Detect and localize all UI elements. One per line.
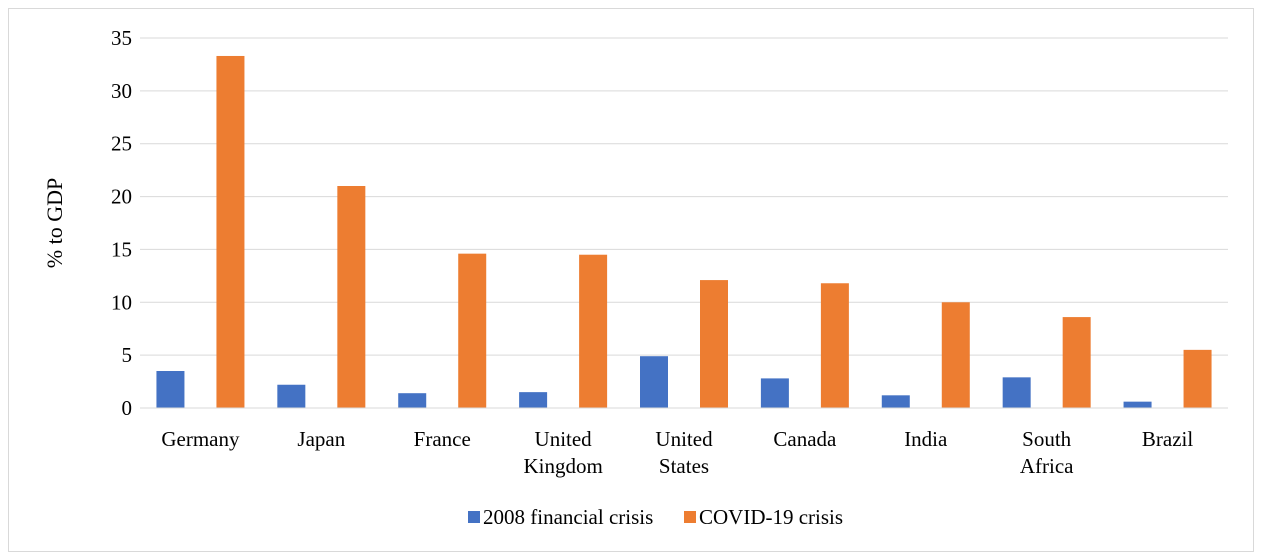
legend-swatch: [468, 511, 480, 523]
bar-covid-19-7: [1062, 317, 1091, 408]
bar-financial-crisis-2008-3: [519, 392, 548, 408]
y-tick-label: 20: [111, 185, 132, 209]
bar-covid-19-5: [820, 283, 849, 408]
y-tick-label: 10: [111, 290, 132, 314]
bar-covid-19-2: [458, 253, 487, 408]
y-axis-ticks: 0 5 10 15 20 25 30 35: [111, 26, 132, 420]
bar-financial-crisis-2008-6: [881, 395, 910, 408]
x-category-label: Japan: [297, 427, 345, 451]
x-category-label: South: [1022, 427, 1072, 451]
bar-financial-crisis-2008-2: [398, 393, 427, 408]
x-category-label: Brazil: [1142, 427, 1193, 451]
bar-financial-crisis-2008-7: [1002, 377, 1031, 408]
legend: 2008 financial crisis COVID-19 crisis: [468, 505, 843, 529]
bar-financial-crisis-2008-1: [277, 384, 306, 408]
x-category-label: Kingdom: [523, 454, 602, 478]
y-tick-label: 15: [111, 237, 132, 261]
y-axis-label: % to GDP: [42, 178, 67, 268]
x-category-label: France: [414, 427, 471, 451]
legend-label: 2008 financial crisis: [483, 505, 653, 529]
bar-covid-19-0: [216, 55, 245, 408]
y-tick-label: 30: [111, 79, 132, 103]
bar-financial-crisis-2008-5: [760, 378, 789, 408]
bar-financial-crisis-2008-8: [1123, 401, 1152, 408]
bar-covid-19-1: [337, 186, 366, 408]
bar-covid-19-3: [579, 254, 608, 408]
x-category-label: India: [904, 427, 948, 451]
bar-covid-19-6: [941, 302, 970, 408]
x-category-label: Africa: [1020, 454, 1074, 478]
x-axis-categories: Germany Japan France United Kingdom United Sta…: [161, 427, 1193, 478]
legend-swatch: [684, 511, 696, 523]
y-tick-label: 35: [111, 26, 132, 50]
bar-covid-19-4: [700, 280, 728, 408]
y-tick-label: 5: [122, 343, 133, 367]
y-tick-label: 25: [111, 132, 132, 156]
legend-label: COVID-19 crisis: [699, 505, 843, 529]
x-category-label: Germany: [161, 427, 240, 451]
x-category-label: United: [655, 427, 713, 451]
bars: [156, 55, 1212, 408]
gridlines: [140, 37, 1228, 356]
x-category-label: Canada: [773, 427, 837, 451]
x-category-label: United: [535, 427, 593, 451]
y-tick-label: 0: [122, 396, 133, 420]
chart-frame: [8, 8, 1254, 552]
bar-financial-crisis-2008-4: [640, 356, 668, 408]
x-category-label: States: [659, 454, 709, 478]
bar-covid-19-8: [1183, 349, 1212, 408]
bar-financial-crisis-2008-0: [156, 371, 185, 408]
